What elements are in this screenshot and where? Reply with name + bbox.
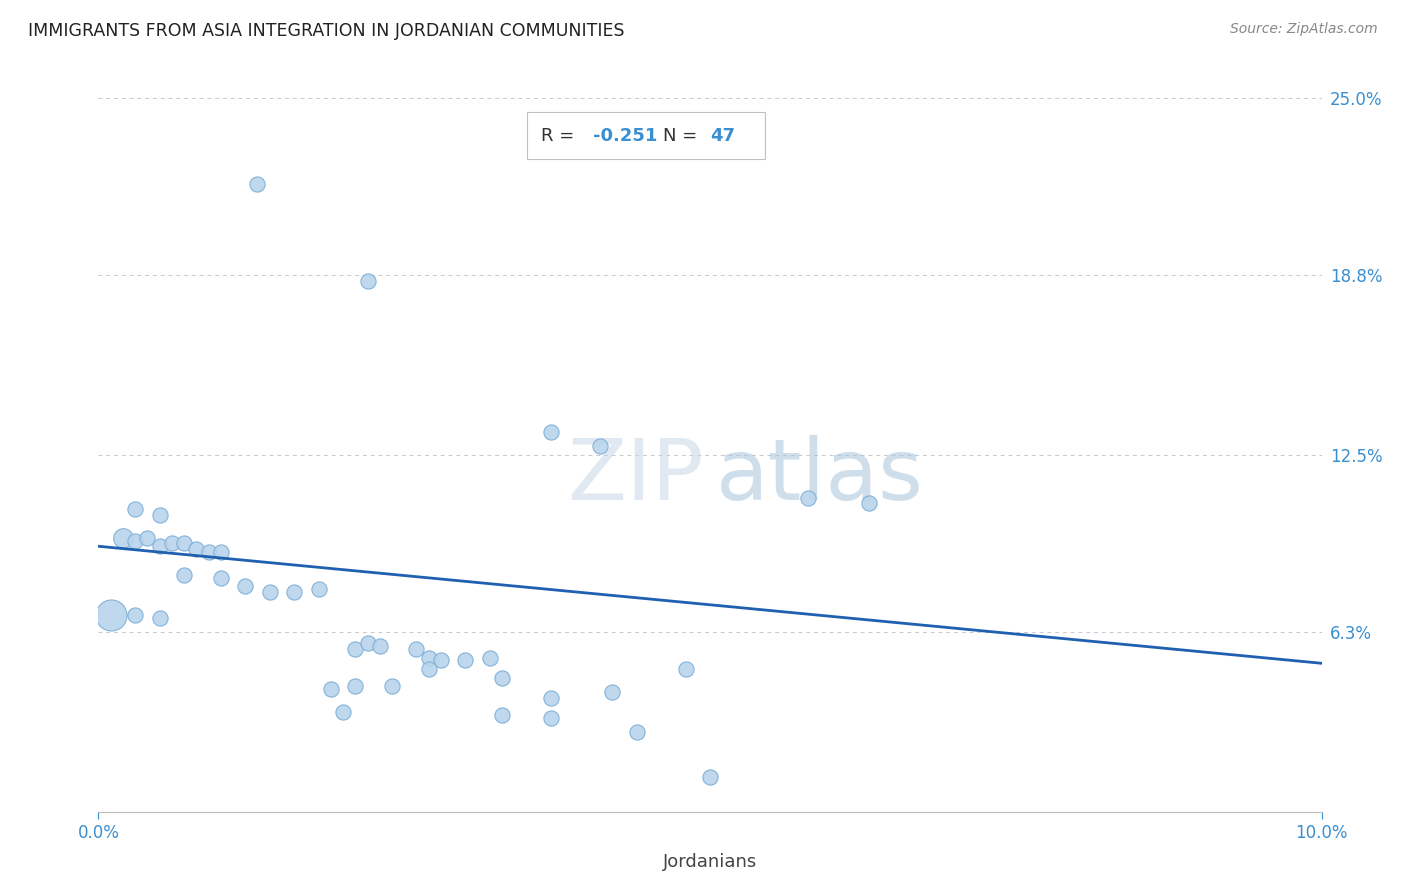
Point bbox=[858, 496, 880, 510]
Point bbox=[233, 579, 256, 593]
Point bbox=[418, 662, 440, 676]
Point bbox=[430, 653, 453, 667]
Point bbox=[540, 690, 562, 705]
Point bbox=[418, 650, 440, 665]
Point bbox=[149, 539, 172, 553]
Point bbox=[111, 531, 134, 545]
Point bbox=[173, 567, 195, 582]
Point bbox=[540, 710, 562, 724]
Text: -0.251: -0.251 bbox=[593, 127, 658, 145]
Point bbox=[381, 679, 404, 693]
Point bbox=[246, 177, 269, 191]
Point bbox=[491, 671, 513, 685]
Point bbox=[160, 536, 183, 550]
Point bbox=[124, 607, 146, 622]
Point bbox=[344, 679, 367, 693]
Point bbox=[405, 642, 427, 657]
Point bbox=[100, 607, 122, 622]
Point bbox=[478, 650, 501, 665]
Point bbox=[332, 705, 354, 719]
Point bbox=[197, 545, 219, 559]
Point bbox=[626, 724, 648, 739]
Text: N =: N = bbox=[662, 127, 703, 145]
Text: R =: R = bbox=[541, 127, 579, 145]
Point bbox=[368, 639, 391, 653]
Point bbox=[186, 542, 208, 557]
Text: ZIP: ZIP bbox=[568, 434, 704, 518]
Point bbox=[173, 536, 195, 550]
Point bbox=[149, 610, 172, 624]
Point bbox=[209, 545, 232, 559]
Point bbox=[124, 502, 146, 516]
Point bbox=[149, 508, 172, 522]
Point bbox=[356, 636, 378, 650]
Point bbox=[675, 662, 697, 676]
Point bbox=[699, 771, 721, 785]
Point bbox=[259, 585, 281, 599]
Text: Source: ZipAtlas.com: Source: ZipAtlas.com bbox=[1230, 22, 1378, 37]
Point bbox=[124, 533, 146, 548]
Point bbox=[540, 425, 562, 439]
Point bbox=[356, 274, 378, 288]
Point bbox=[344, 642, 367, 657]
Text: IMMIGRANTS FROM ASIA INTEGRATION IN JORDANIAN COMMUNITIES: IMMIGRANTS FROM ASIA INTEGRATION IN JORD… bbox=[28, 22, 624, 40]
Text: atlas: atlas bbox=[716, 434, 924, 518]
Point bbox=[308, 582, 330, 596]
X-axis label: Jordanians: Jordanians bbox=[662, 853, 758, 871]
Point bbox=[454, 653, 477, 667]
Point bbox=[209, 571, 232, 585]
Point bbox=[319, 681, 342, 696]
Point bbox=[283, 585, 305, 599]
Point bbox=[600, 685, 623, 699]
Text: 47: 47 bbox=[710, 127, 735, 145]
Point bbox=[589, 439, 612, 453]
Point bbox=[797, 491, 820, 505]
Point bbox=[136, 531, 159, 545]
Point bbox=[491, 707, 513, 722]
